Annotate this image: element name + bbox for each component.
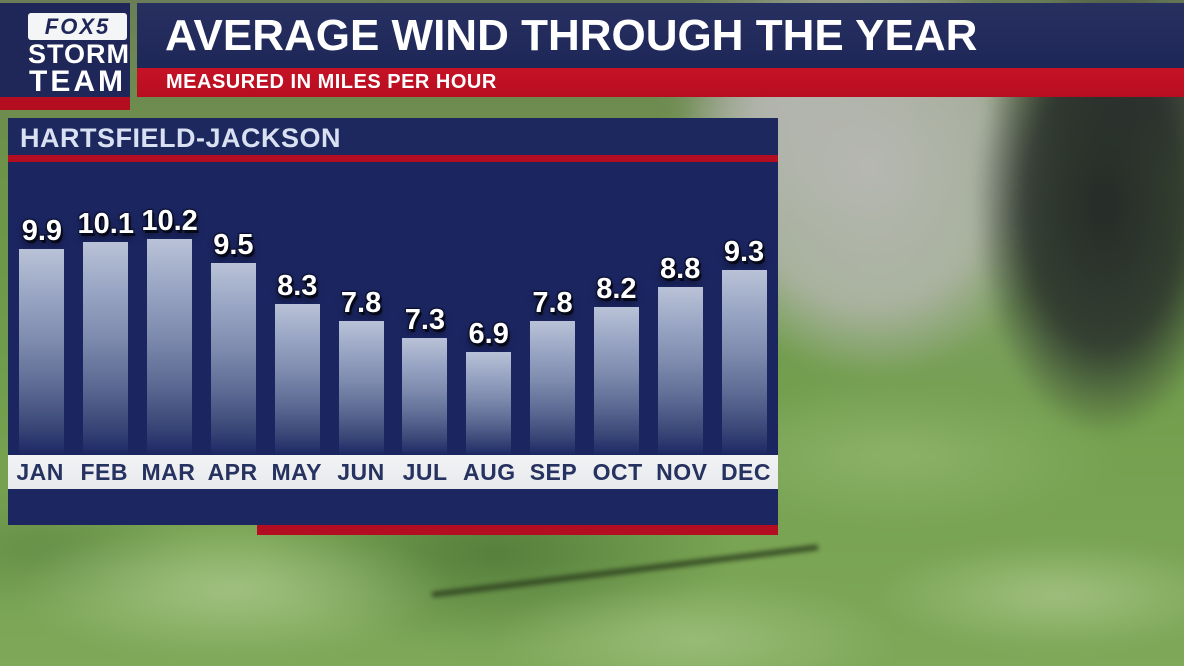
chart-footer-band xyxy=(8,489,778,525)
month-label: DEC xyxy=(720,458,771,485)
bar xyxy=(19,249,65,455)
chart-panel: HARTSFIELD-JACKSON 9.9 10.1 10.2 9.5 8.3 7.8 7… xyxy=(8,118,778,525)
bar xyxy=(721,270,767,455)
month-label: APR xyxy=(207,458,258,485)
bar-value-label: 9.9 xyxy=(21,215,63,247)
bar-column: 7.8 xyxy=(521,287,585,455)
bar xyxy=(530,321,576,455)
bar-value-label: 9.5 xyxy=(213,229,254,261)
month-label: JAN xyxy=(16,458,64,485)
bar-value-label: 7.8 xyxy=(340,287,382,319)
month-axis: JAN FEB MAR APR MAY JUN JUL AUG SEP OCT NOV DEC xyxy=(8,455,778,489)
bar-column: 10.1 xyxy=(74,208,138,455)
bar-column: 9.9 xyxy=(10,215,74,455)
month-label: NOV xyxy=(656,458,708,485)
bar-column: 10.2 xyxy=(138,205,202,455)
fox5-storm-team-logo: FOX5 STORM TEAM xyxy=(0,3,131,98)
bar-value-label: 10.1 xyxy=(77,208,134,240)
month-label: MAR xyxy=(141,458,196,485)
fox5-badge-text: FOX5 xyxy=(44,13,111,39)
bar xyxy=(593,307,639,455)
bar-column: 8.2 xyxy=(584,273,648,455)
bar-column: 8.3 xyxy=(265,270,329,455)
bar-column: 6.9 xyxy=(457,318,521,455)
bar-value-label: 7.3 xyxy=(404,304,446,336)
page-title: AVERAGE WIND THROUGH THE YEAR xyxy=(165,10,978,60)
month-label: SEP xyxy=(529,458,578,485)
bar xyxy=(338,321,384,455)
bar-value-label: 7.8 xyxy=(532,287,573,319)
month-label: OCT xyxy=(592,458,643,485)
month-label: JUN xyxy=(337,458,385,485)
logo-red-underline xyxy=(0,97,130,110)
bar xyxy=(83,242,129,455)
bar-value-label: 6.9 xyxy=(468,318,509,350)
bar xyxy=(147,239,193,455)
red-divider xyxy=(8,155,778,162)
plot-area: 9.9 10.1 10.2 9.5 8.3 7.8 7.3 6.9 7.8 8.2 8.8 9.3 xyxy=(8,162,778,455)
bar-value-label: 8.8 xyxy=(660,253,701,285)
month-label: FEB xyxy=(80,458,128,485)
logo-storm-text: STORM xyxy=(28,39,131,69)
bar xyxy=(402,338,448,455)
bar-column: 8.8 xyxy=(648,253,712,455)
bar xyxy=(657,287,703,455)
logo-team-text: TEAM xyxy=(29,65,126,98)
bar-column: 9.3 xyxy=(712,236,776,455)
bar xyxy=(210,263,256,455)
bar xyxy=(274,304,320,455)
header-bar: AVERAGE WIND THROUGH THE YEAR xyxy=(137,3,1184,68)
fox5-badge: FOX5 xyxy=(28,13,127,40)
bar-value-label: 8.2 xyxy=(596,273,637,305)
location-title: HARTSFIELD-JACKSON xyxy=(8,118,778,155)
month-label: MAY xyxy=(271,458,323,485)
bottom-red-accent xyxy=(257,525,778,535)
month-label: AUG xyxy=(462,458,516,485)
bar xyxy=(466,352,512,455)
month-label: JUL xyxy=(402,458,448,485)
bar-column: 9.5 xyxy=(201,229,265,455)
bar-value-label: 9.3 xyxy=(723,236,765,268)
bar-value-label: 8.3 xyxy=(277,270,318,302)
bar-value-label: 10.2 xyxy=(141,205,198,237)
subtitle-text: MEASURED IN MILES PER HOUR xyxy=(166,71,497,93)
bar-column: 7.3 xyxy=(393,304,457,455)
subtitle-bar: MEASURED IN MILES PER HOUR xyxy=(137,68,1184,97)
bar-column: 7.8 xyxy=(329,287,393,455)
